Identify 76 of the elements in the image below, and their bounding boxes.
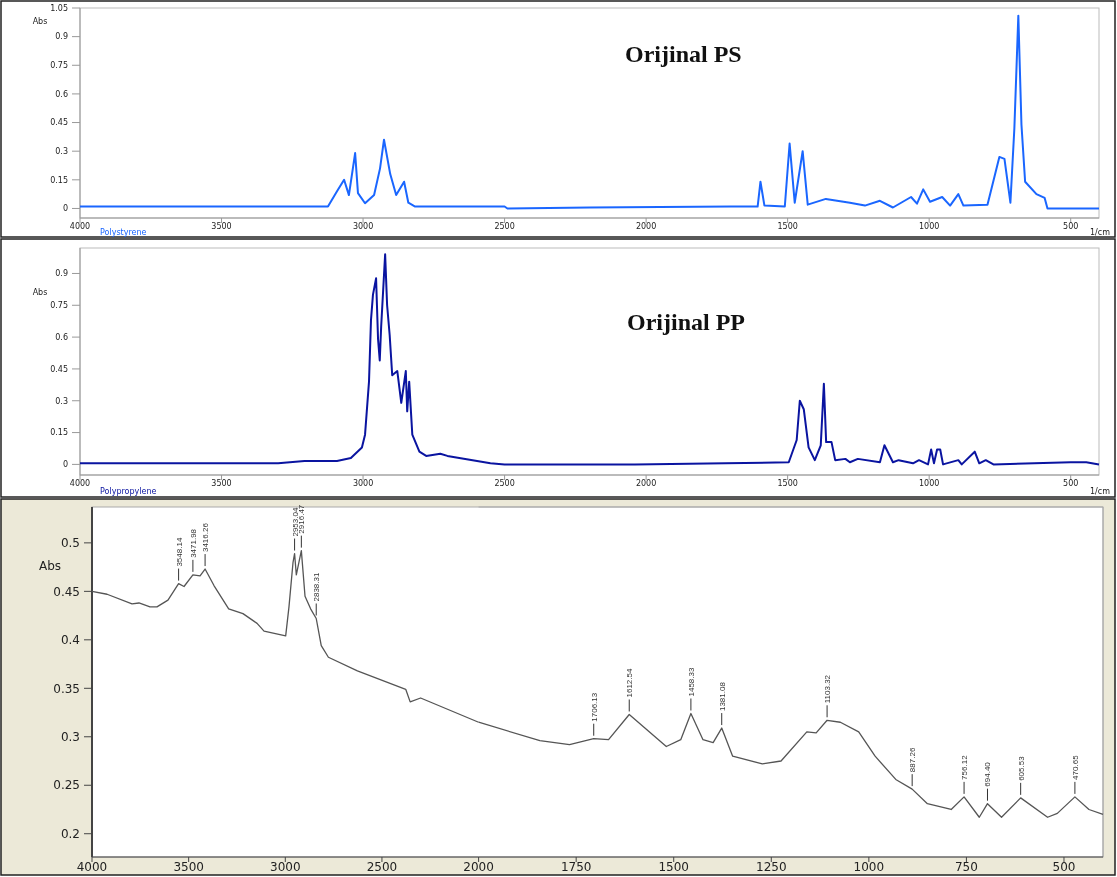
- y-axis-title: Abs: [32, 17, 48, 26]
- annotation: 2916.47: [297, 504, 307, 534]
- y-tick-label: 0.2: [60, 826, 80, 841]
- annotation: 1381.08: [717, 681, 727, 712]
- annotation: 2838.31: [312, 572, 322, 602]
- y-tick-label: 0.75: [50, 301, 68, 311]
- line-series: [79, 253, 1100, 466]
- y-tick-label: 0.9: [55, 32, 68, 42]
- x-tick-label: 500: [1063, 222, 1079, 231]
- x-tick-label: 3500: [211, 222, 232, 231]
- y-tick-label: 0.45: [53, 584, 80, 599]
- annotation: 470.65: [1070, 754, 1080, 780]
- y-tick-label: 0: [62, 204, 68, 214]
- annotation: 1458.33: [686, 667, 696, 697]
- y-tick-label: 0.45: [50, 364, 68, 374]
- y-axis-title: Abs: [32, 288, 48, 297]
- text: Orijinal PS: [625, 41, 742, 67]
- x-tick-label: 2500: [366, 860, 398, 874]
- x-tick-label: 4000: [69, 222, 91, 231]
- line-series: [79, 14, 1100, 210]
- y-tick-label: 0.15: [50, 428, 68, 438]
- x-tick-label: 1000: [918, 479, 940, 488]
- annotation: 3416.26: [201, 522, 211, 553]
- x-tick-label: 4000: [76, 860, 108, 874]
- x-tick-label: 2500: [494, 479, 515, 488]
- annotation: 3548.14: [174, 537, 184, 567]
- annotation: 2953.04: [290, 507, 300, 537]
- x-tick-label: 3500: [173, 860, 204, 874]
- x-tick-label: 3000: [352, 479, 374, 488]
- x-tick-label: 500: [1063, 479, 1079, 488]
- y-axis-title: Abs: [38, 559, 62, 573]
- x-tick-label: 1000: [918, 222, 940, 231]
- x-axis-title: 1/cm: [1090, 487, 1111, 496]
- y-tick-label: 0.5: [60, 536, 80, 551]
- x-tick-label: 2000: [635, 222, 657, 231]
- x-tick-label: 3000: [270, 860, 301, 874]
- text: Orijinal PP: [627, 309, 745, 335]
- y-tick-label: 0.35: [53, 681, 80, 696]
- y-tick-label: 0.4: [60, 633, 80, 648]
- x-tick-label: 1250: [756, 860, 787, 874]
- annotation: 694.40: [983, 761, 993, 787]
- x-axis-title: 1/cm: [1090, 228, 1111, 237]
- x-tick-label: 1500: [777, 222, 798, 231]
- x-tick-label: 2000: [463, 860, 494, 874]
- annotation: 3471.98: [188, 528, 198, 558]
- annotation: 605.53: [1016, 755, 1026, 781]
- x-tick-label: 500: [1052, 860, 1076, 874]
- y-tick-label: 0.3: [55, 396, 68, 406]
- x-tick-label: 750: [954, 860, 978, 874]
- x-tick-label: 1750: [560, 860, 592, 874]
- annotation: 1706.13: [589, 692, 599, 722]
- annotation: 887.26: [908, 747, 918, 773]
- y-tick-label: 0.6: [55, 332, 68, 342]
- x-tick-label: 1500: [777, 479, 798, 488]
- text: Polypropylene: [100, 487, 157, 496]
- x-tick-label: 3000: [352, 222, 374, 231]
- y-tick-label: 0.3: [60, 729, 80, 744]
- y-tick-label: 0.3: [55, 146, 68, 156]
- y-tick-label: 0: [62, 460, 68, 470]
- y-tick-label: 0.25: [53, 778, 80, 793]
- y-tick-label: 0.75: [50, 61, 68, 71]
- x-tick-label: 3500: [211, 479, 232, 488]
- y-tick-label: 0.45: [50, 118, 68, 128]
- annotation: 756.12: [960, 754, 970, 780]
- y-tick-label: 0.15: [50, 175, 68, 185]
- y-tick-label: 0.9: [55, 269, 68, 279]
- x-tick-label: 4000: [69, 479, 91, 488]
- text: Polystyrene: [100, 228, 147, 237]
- y-tick-label: 0.6: [55, 89, 68, 99]
- x-tick-label: 1500: [658, 860, 689, 874]
- y-tick-label: 1.05: [50, 3, 68, 13]
- x-tick-label: 2500: [494, 222, 515, 231]
- x-tick-label: 1000: [853, 860, 885, 874]
- x-tick-label: 2000: [635, 479, 657, 488]
- annotation: 1612.54: [625, 668, 635, 698]
- annotation: 1103.32: [823, 674, 833, 704]
